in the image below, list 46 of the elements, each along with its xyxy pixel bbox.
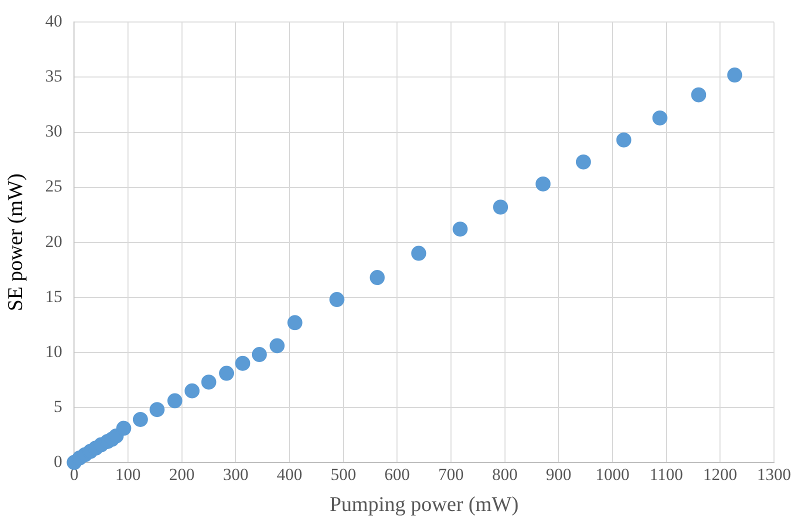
y-axis-title: SE power (mW)	[3, 173, 28, 312]
y-tick-label: 0	[54, 452, 62, 471]
x-tick-label: 800	[492, 465, 518, 484]
x-tick-label: 1200	[703, 465, 738, 484]
point	[727, 68, 742, 83]
point	[116, 420, 132, 436]
x-tick-label: 1000	[596, 465, 630, 484]
x-tick-label: 1100	[650, 465, 684, 484]
x-axis-title: Pumping power (mW)	[330, 492, 519, 516]
x-tick-label: 400	[276, 465, 302, 484]
point	[370, 270, 385, 286]
y-tick-label: 25	[45, 176, 62, 196]
point	[652, 110, 668, 126]
point	[616, 132, 632, 148]
x-tick-label: 200	[169, 465, 195, 484]
y-tick-label: 20	[45, 232, 62, 251]
point	[536, 176, 551, 192]
x-tick-label: 700	[438, 465, 464, 484]
x-tick-label: 100	[115, 465, 141, 484]
point	[219, 366, 234, 381]
point	[411, 246, 426, 261]
y-tick-label: 30	[45, 122, 62, 141]
point	[287, 315, 302, 330]
point	[691, 87, 706, 102]
point	[270, 338, 285, 354]
y-tick-label: 10	[45, 342, 62, 361]
point	[576, 154, 591, 170]
point	[493, 200, 508, 215]
point	[329, 292, 344, 308]
x-tick-label: 300	[222, 465, 248, 484]
point	[252, 347, 267, 362]
point	[150, 402, 165, 418]
x-tick-label: 600	[384, 465, 410, 484]
point	[201, 374, 216, 390]
point	[132, 412, 148, 427]
x-tick-label: 900	[546, 465, 572, 484]
point	[452, 222, 468, 237]
y-tick-label: 40	[45, 12, 62, 31]
x-tick-label: 1300	[757, 465, 791, 484]
y-tick-label: 15	[45, 286, 62, 306]
point	[184, 383, 200, 398]
x-tick-label: 500	[330, 465, 356, 484]
point	[167, 393, 182, 408]
y-tick-label: 35	[45, 66, 62, 86]
y-tick-label: 5	[54, 396, 62, 416]
point	[235, 356, 250, 371]
